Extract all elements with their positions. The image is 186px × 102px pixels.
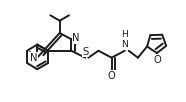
Text: O: O bbox=[108, 71, 116, 81]
Text: H
N: H N bbox=[121, 30, 128, 49]
Text: S: S bbox=[82, 47, 88, 57]
Text: N: N bbox=[72, 33, 80, 43]
Text: N: N bbox=[30, 53, 37, 63]
Text: O: O bbox=[153, 55, 161, 65]
